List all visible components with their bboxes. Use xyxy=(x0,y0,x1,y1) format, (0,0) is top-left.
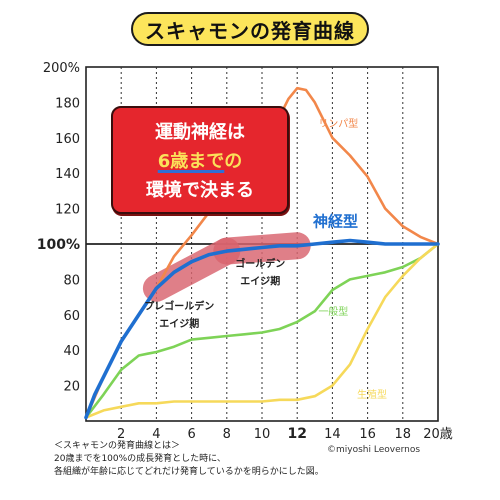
general-label: 一般型 xyxy=(318,305,348,318)
footnote-line-2: 20歳までを100%の成長発育とした時に、 xyxy=(54,454,226,464)
x-tick-label-8: 8 xyxy=(223,427,231,442)
y-tick-label-40: 40 xyxy=(63,344,80,359)
footnote-line-3: 各組織が年齢に応じてどれだけ発育しているかを明らかにした図。 xyxy=(54,467,324,477)
reproductive-label: 生殖型 xyxy=(357,388,387,401)
footnote: ＜スキャモンの発育曲線とは＞ 20歳までを100%の成長発育とした時に、 各組織… xyxy=(54,440,324,479)
callout-line-2: 6歳までの xyxy=(113,147,287,176)
x-tick-label-14: 14 xyxy=(324,427,341,442)
footnote-heading: ＜スキャモンの発育曲線とは＞ xyxy=(54,441,181,451)
reproductive-line xyxy=(84,242,440,419)
y-tick-label-80: 80 xyxy=(63,273,80,288)
callout-line-1: 運動神経は xyxy=(155,122,245,143)
x-tick-label-6: 6 xyxy=(187,427,195,442)
callout-line-2-rest: の xyxy=(224,151,243,172)
period-label-2-line-1: ゴールデン xyxy=(235,257,285,270)
period-label-1-line-2: エイジ期 xyxy=(159,317,199,330)
neural-label: 神経型 xyxy=(313,212,358,230)
x-tick-label-20: 20歳 xyxy=(423,427,453,442)
x-tick-label-10: 10 xyxy=(254,427,271,442)
y-tick-label-180: 180 xyxy=(55,96,80,111)
x-tick-label-4: 4 xyxy=(152,427,160,442)
x-tick-label-12: 12 xyxy=(287,426,306,442)
y-tick-label-100: 100% xyxy=(37,237,80,253)
x-tick-label-2: 2 xyxy=(117,427,125,442)
y-tick-label-60: 60 xyxy=(63,309,80,324)
period-label-1-line-1: プレゴールデン xyxy=(144,299,214,312)
x-tick-label-16: 16 xyxy=(359,427,376,442)
period-label-2-line-2: エイジ期 xyxy=(240,275,280,288)
chart-title: スキャモンの発育曲線 xyxy=(131,12,369,46)
lymphoid-label: リンパ型 xyxy=(318,117,358,130)
y-tick-label-200: 200% xyxy=(43,61,80,76)
y-tick-label-120: 120 xyxy=(55,203,80,218)
y-tick-label-20: 20 xyxy=(63,380,80,395)
callout-line-3: 環境で決まる xyxy=(146,180,254,201)
y-tick-label-160: 160 xyxy=(55,132,80,147)
credit: ©miyoshi Leovernos xyxy=(327,445,421,455)
callout-highlight: 6歳まで xyxy=(157,151,225,172)
general-line xyxy=(84,242,440,419)
axis-label-layer: 2 4 6 8 10 12 14 16 18 20歳 20 40 60 80 100% 120 140 160 18… xyxy=(37,61,453,442)
neural-line xyxy=(84,238,440,420)
x-tick-label-18: 18 xyxy=(395,427,412,442)
callout-box: 運動神経は 6歳までの 環境で決まる xyxy=(111,106,289,214)
y-tick-label-140: 140 xyxy=(55,167,80,182)
